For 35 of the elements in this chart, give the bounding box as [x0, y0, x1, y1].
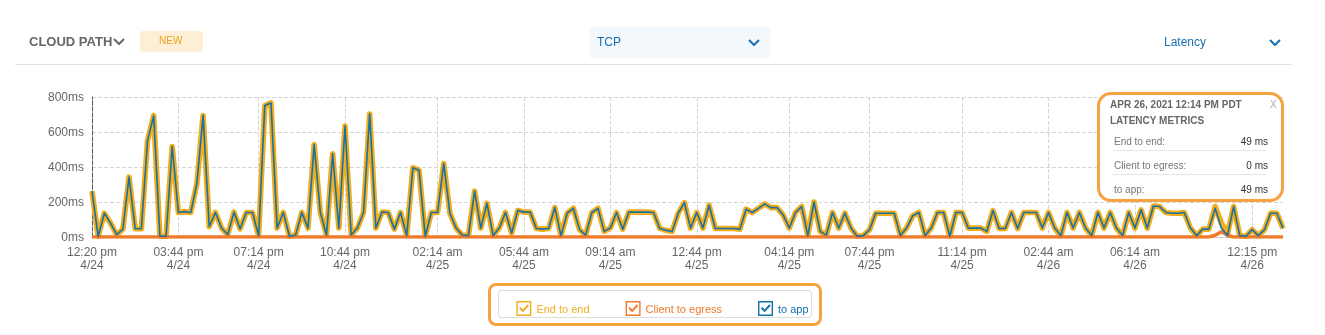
annotation: APR 26, 2021 12:14 PM PDT	[1110, 99, 1242, 110]
text: NEW	[159, 35, 183, 46]
x-tick-label: 06:14 am 4/26	[1109, 244, 1160, 272]
legend-label: to app	[778, 302, 809, 315]
chart-title: CLOUD PATH	[29, 34, 113, 49]
text: TCP	[597, 35, 621, 49]
text: Latency	[1164, 35, 1207, 49]
annotation: to app:	[1114, 184, 1145, 195]
x-tick-label: 07:14 pm 4/24	[233, 244, 284, 272]
y-tick-label: 200ms	[47, 195, 84, 209]
x-tick-label: 02:44 am 4/26	[1023, 244, 1074, 272]
annotation: 49 ms	[1240, 184, 1268, 195]
y-tick-label: 400ms	[47, 160, 84, 174]
x-tick-label: 05:44 am 4/25	[498, 244, 549, 272]
annotation: End to end:	[1114, 136, 1166, 147]
y-tick-label: 0ms	[61, 230, 84, 244]
x-tick-label: 12:44 pm 4/25	[671, 244, 722, 272]
annotation: 49 ms	[1240, 136, 1268, 147]
x-tick-label: 10:44 pm 4/24	[319, 244, 371, 272]
y-tick-label: 600ms	[47, 125, 84, 139]
x-tick-label: 12:20 pm 4/24	[66, 244, 118, 272]
annotation: Client to egress:	[1114, 160, 1187, 171]
legend-label: Client to egress	[645, 302, 723, 315]
x-tick-label: 07:44 pm 4/25	[844, 244, 895, 272]
x-tick-label: 03:44 pm 4/24	[153, 244, 204, 272]
legend-label: End to end	[536, 302, 590, 315]
y-tick-label: 800ms	[47, 90, 84, 104]
annotation: X	[1270, 99, 1277, 110]
x-tick-label: 02:14 am 4/25	[412, 244, 463, 272]
x-tick-label: 09:14 am 4/25	[585, 244, 636, 272]
x-tick-label: 04:14 pm 4/25	[764, 244, 815, 272]
annotation: 0 ms	[1246, 160, 1268, 171]
x-tick-label: 11:14 pm 4/25	[937, 244, 987, 272]
x-tick-label: 12:15 pm 4/26	[1227, 244, 1278, 272]
annotation: LATENCY METRICS	[1110, 115, 1205, 126]
